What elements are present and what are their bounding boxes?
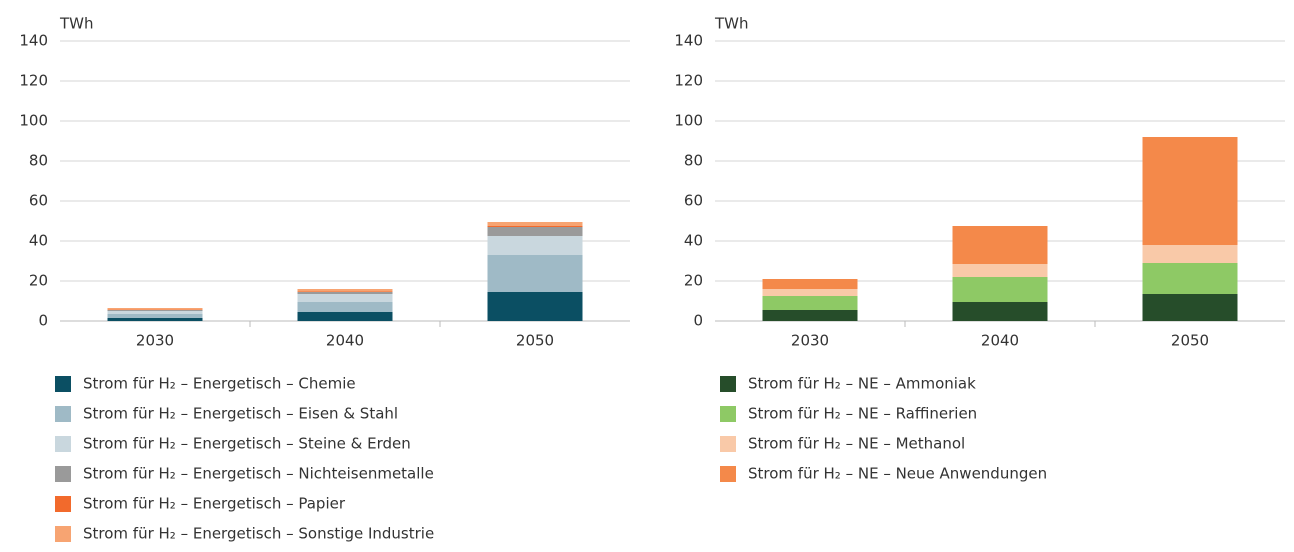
y-tick-label: 120 (19, 72, 48, 90)
y-tick-label: 80 (684, 152, 703, 170)
bar-segment (487, 292, 583, 321)
y-tick-label: 40 (684, 232, 703, 250)
bar-segment (1142, 294, 1238, 321)
legend-swatch (720, 406, 736, 422)
legend-label: Strom für H₂ – Energetisch – Chemie (83, 375, 356, 393)
bar-segment (762, 296, 858, 310)
legend-label: Strom für H₂ – Energetisch – Eisen & Sta… (83, 405, 398, 423)
y-tick-label: 100 (19, 112, 48, 130)
legend-label: Strom für H₂ – NE – Methanol (748, 435, 965, 453)
y-tick-label: 60 (29, 192, 48, 210)
bar-segment (297, 291, 393, 292)
y-tick-label: 80 (29, 152, 48, 170)
bar-segment (297, 292, 393, 294)
legend-swatch (55, 466, 71, 482)
legend-swatch (720, 376, 736, 392)
bar-segment (107, 314, 203, 318)
y-tick-label: 20 (29, 272, 48, 290)
legend-label: Strom für H₂ – Energetisch – Nichteisenm… (83, 465, 434, 483)
bar-segment (487, 227, 583, 236)
legend-swatch (55, 376, 71, 392)
y-axis-label: TWh (59, 15, 94, 33)
legend-label: Strom für H₂ – NE – Ammoniak (748, 375, 976, 393)
legend-swatch (55, 496, 71, 512)
x-tick-label: 2040 (326, 332, 364, 350)
bar-segment (487, 226, 583, 227)
bar-segment (107, 318, 203, 321)
legend-label: Strom für H₂ – NE – Raffinerien (748, 405, 977, 423)
bar-segment (107, 310, 203, 311)
bar-segment (952, 302, 1048, 321)
legend-label: Strom für H₂ – NE – Neue Anwendungen (748, 465, 1047, 483)
bar-segment (107, 311, 203, 314)
legend-swatch (55, 406, 71, 422)
bar-segment (487, 255, 583, 292)
x-tick-label: 2050 (1171, 332, 1209, 350)
legend-swatch (720, 466, 736, 482)
x-tick-label: 2030 (791, 332, 829, 350)
y-tick-label: 120 (674, 72, 703, 90)
bar-segment (1142, 245, 1238, 263)
y-tick-label: 0 (693, 312, 703, 330)
bar-segment (952, 264, 1048, 277)
y-tick-label: 40 (29, 232, 48, 250)
bar-segment (297, 289, 393, 292)
bar-segment (487, 222, 583, 226)
bar-segment (297, 294, 393, 302)
y-tick-label: 20 (684, 272, 703, 290)
legend-swatch (55, 436, 71, 452)
x-tick-label: 2050 (516, 332, 554, 350)
x-tick-label: 2040 (981, 332, 1019, 350)
bar-segment (1142, 263, 1238, 294)
bar-segment (107, 308, 203, 310)
bar-segment (762, 289, 858, 296)
bar-segment (762, 310, 858, 321)
bar-segment (952, 277, 1048, 302)
legend-swatch (720, 436, 736, 452)
y-tick-label: 140 (674, 32, 703, 50)
bar-segment (487, 236, 583, 255)
y-tick-label: 140 (19, 32, 48, 50)
bar-segment (297, 312, 393, 321)
legend-swatch (55, 526, 71, 542)
y-axis-label: TWh (714, 15, 749, 33)
legend-label: Strom für H₂ – Energetisch – Sonstige In… (83, 525, 434, 543)
legend-label: Strom für H₂ – Energetisch – Steine & Er… (83, 435, 411, 453)
y-tick-label: 60 (684, 192, 703, 210)
bar-segment (297, 302, 393, 312)
bar-segment (952, 226, 1048, 264)
legend-label: Strom für H₂ – Energetisch – Papier (83, 495, 346, 513)
x-tick-label: 2030 (136, 332, 174, 350)
y-tick-label: 100 (674, 112, 703, 130)
bar-segment (762, 279, 858, 289)
bar-segment (1142, 137, 1238, 245)
y-tick-label: 0 (38, 312, 48, 330)
